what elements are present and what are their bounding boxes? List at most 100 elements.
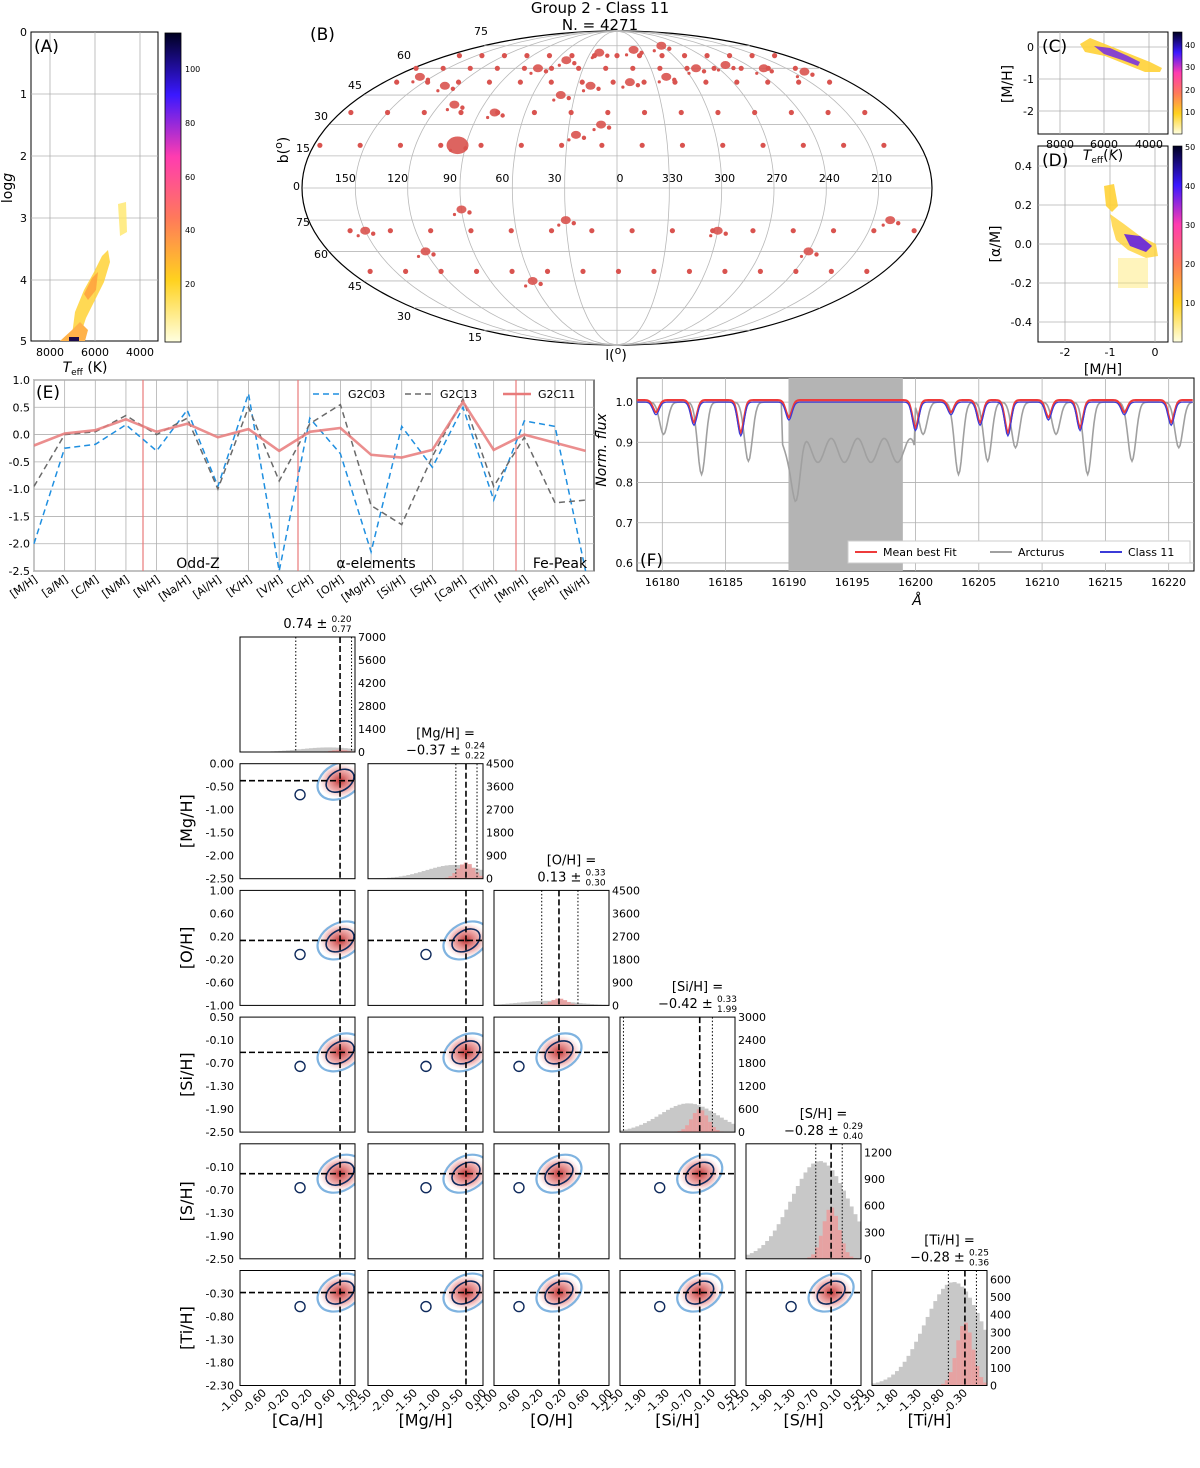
- count-tick: 1800: [738, 1057, 766, 1070]
- corner-ytick: -1.90: [206, 1103, 234, 1116]
- sky-point: [317, 142, 323, 148]
- panel-c-label: (C): [1042, 37, 1067, 57]
- count-tick: 4500: [486, 758, 514, 771]
- svg-text:-2: -2: [1023, 105, 1034, 118]
- group-label-alpha: α-elements: [336, 556, 415, 572]
- contour-[Mg/H]-[Si/H]: [367, 1016, 484, 1133]
- svg-text:20: 20: [1185, 260, 1195, 269]
- panel-a-colorbar: [164, 32, 182, 343]
- count-tick: 600: [864, 1200, 885, 1213]
- sky-field: [687, 64, 707, 75]
- sky-point: [603, 65, 609, 71]
- contour-[O/H]-[Si/H]: [493, 1016, 610, 1133]
- ytick-label: 1.0: [13, 374, 31, 387]
- spectrum-mean-best-fit: [637, 399, 1193, 435]
- sky-point: [841, 142, 847, 148]
- count-tick: 0: [358, 746, 365, 759]
- sky-point: [508, 228, 514, 234]
- count-tick: 100: [990, 1362, 1011, 1375]
- svg-text:-2: -2: [1060, 346, 1071, 359]
- sky-point: [639, 142, 645, 148]
- count-tick: 3000: [738, 1011, 766, 1024]
- xtick-label: 16200: [898, 576, 933, 589]
- contour-[Ca/H]-[Ti/H]: [239, 1270, 356, 1386]
- svg-text:-1: -1: [1105, 346, 1116, 359]
- sky-field: [567, 130, 587, 142]
- sky-point: [704, 53, 710, 59]
- figure-title: Group 2 - Class 11: [531, 0, 669, 17]
- category-label: [Fe/H]: [526, 573, 561, 603]
- corner-xlabel: [Ca/H]: [272, 1411, 323, 1430]
- count-tick: 2700: [486, 804, 514, 817]
- series-line-G2C03: [33, 393, 587, 572]
- corner-xtick: -1.80: [872, 1386, 901, 1415]
- hist-title-name: [Si/H] =: [672, 980, 723, 995]
- sky-point: [576, 65, 582, 71]
- count-tick: 2700: [612, 930, 640, 943]
- sky-point: [681, 53, 688, 59]
- contour-[Si/H]-[Ti/H]: [619, 1270, 736, 1386]
- panel-e-frame: [33, 379, 595, 572]
- svg-text:30: 30: [1185, 63, 1195, 72]
- count-tick: 600: [990, 1273, 1011, 1286]
- hist-[O/H]: 4500 3600 2700 1800 900 0 [O/H] =0.13 ± 0.33 0.…: [493, 853, 640, 1012]
- panel-a-xlabel: Teff (K): [63, 360, 108, 378]
- svg-text:30: 30: [397, 310, 411, 323]
- panel-d-yticks: 0.4 0.2 0.0 -0.2 -0.4: [1011, 160, 1032, 329]
- sky-point: [580, 268, 586, 274]
- sky-field: [795, 67, 815, 79]
- panel-a-ylabel: logg: [0, 173, 16, 203]
- lon-label: 240: [819, 172, 840, 185]
- sky-point: [828, 268, 834, 274]
- hist-title-value: −0.37 ± 0.24 0.22: [406, 742, 485, 762]
- sky-map-lat-labels: 75 60 45 30 15 0 75 60 45 30 15: [293, 25, 488, 344]
- sky-point: [524, 53, 530, 59]
- corner-xlabel: [Mg/H]: [399, 1411, 453, 1430]
- corner-ytick: -2.00: [206, 850, 234, 863]
- count-tick: 0: [486, 873, 493, 886]
- svg-text:40: 40: [185, 226, 195, 235]
- panel-c-colorbar-ticks: 10 20 30 40: [1185, 41, 1195, 117]
- sky-point: [548, 228, 555, 234]
- sky-field: [356, 226, 376, 238]
- sky-point: [750, 228, 756, 234]
- corner-ylabel: [O/H]: [177, 927, 196, 970]
- contour-[Mg/H]-[Ti/H]: [367, 1270, 484, 1386]
- panel-d-xticks: -2 -1 0: [1060, 346, 1159, 359]
- sky-field: [621, 78, 641, 89]
- xtick-label: 16180: [645, 576, 680, 589]
- sky-field: [552, 91, 571, 102]
- sky-point: [387, 228, 393, 234]
- sky-point: [871, 228, 877, 234]
- contour-[Mg/H]-[S/H]: [367, 1143, 484, 1260]
- panel-e-label: (E): [36, 383, 60, 403]
- sky-point: [568, 109, 574, 116]
- sky-point: [579, 79, 585, 85]
- svg-text:10: 10: [1185, 108, 1195, 117]
- sky-point: [826, 79, 833, 85]
- count-tick: 400: [990, 1309, 1011, 1322]
- corner-xlabel: [Ti/H]: [908, 1411, 952, 1430]
- svg-text:75: 75: [296, 216, 310, 229]
- panel-e-yticks: 1.0 0.5 0.0 -0.5 -1.0 -1.5 -2.0 -2.5: [9, 374, 30, 578]
- sky-point: [911, 228, 917, 234]
- corner-ytick: -0.70: [206, 1057, 234, 1070]
- hist-title-name: [O/H] =: [547, 853, 597, 868]
- count-tick: 900: [486, 850, 507, 863]
- count-tick: 1400: [358, 723, 386, 736]
- sky-point: [830, 228, 837, 234]
- panel-a-density: [60, 202, 127, 341]
- spectrum-arcturus: [637, 401, 1193, 503]
- corner-ytick: -1.30: [206, 1080, 234, 1093]
- group-label-fe-peak: Fe-Peak: [533, 556, 588, 572]
- sky-field: [445, 100, 465, 112]
- panel-f-legend: Mean best Fit Arcturus Class 11: [847, 540, 1191, 564]
- contour-[Ca/H]-[Mg/H]: [239, 763, 356, 880]
- corner-ytick: -1.80: [206, 1357, 234, 1370]
- corner-ytick: -0.50: [206, 781, 234, 794]
- sky-point: [615, 268, 622, 274]
- sky-point: [428, 228, 434, 234]
- hist-title-value: −0.42 ± 0.33 1.99: [658, 995, 737, 1015]
- contour-[Ca/H]-[Si/H]: [239, 1016, 356, 1133]
- sky-field: [581, 81, 601, 93]
